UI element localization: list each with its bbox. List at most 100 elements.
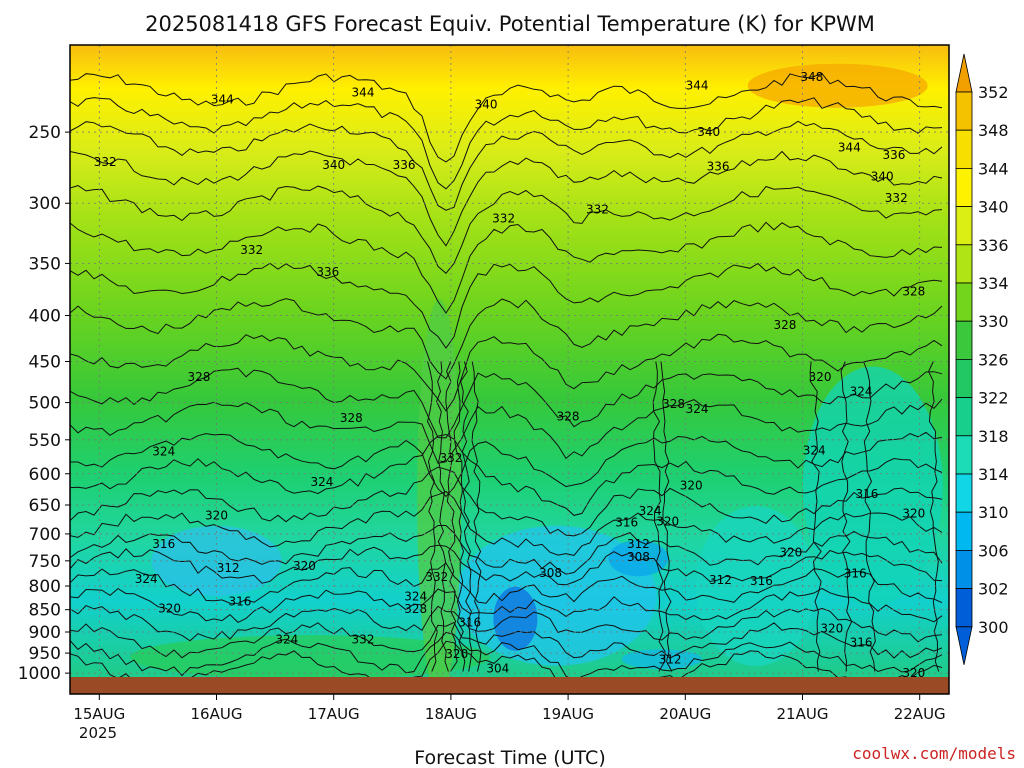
y-tick-label: 450 bbox=[29, 352, 61, 372]
contour-label: 316 bbox=[615, 516, 638, 530]
x-tick-label: 21AUG bbox=[777, 705, 829, 723]
colorbar-label: 314 bbox=[978, 465, 1009, 484]
contour-label: 316 bbox=[844, 567, 867, 581]
x-axis: 15AUG 16AUG 17AUG 18AUG 19AUG 20AUG 21AUG 22AUG bbox=[73, 694, 946, 723]
contour-label: 324 bbox=[803, 443, 826, 457]
y-tick-label: 650 bbox=[29, 496, 61, 516]
x-axis-year: 2025 bbox=[79, 724, 117, 742]
contour-label: 332 bbox=[492, 212, 515, 226]
colorbar-swatch bbox=[955, 91, 973, 131]
contour-line bbox=[863, 361, 876, 672]
contour-label: 340 bbox=[322, 158, 345, 172]
contour-label: 320 bbox=[779, 545, 802, 559]
contour-line bbox=[70, 490, 943, 556]
contour-label: 332 bbox=[885, 191, 908, 205]
contour-line bbox=[70, 431, 943, 498]
contour-label: 340 bbox=[871, 169, 894, 183]
contour-label: 320 bbox=[820, 622, 843, 636]
contour-label: 316 bbox=[228, 594, 251, 608]
contour-lines bbox=[70, 73, 943, 677]
x-tick-label: 20AUG bbox=[659, 705, 711, 723]
field-region bbox=[151, 525, 282, 596]
contour-line bbox=[70, 298, 943, 380]
contour-label: 316 bbox=[750, 574, 773, 588]
field-region bbox=[747, 63, 928, 108]
contour-line bbox=[70, 73, 943, 163]
field-region bbox=[621, 649, 702, 670]
colorbar-swatch bbox=[955, 167, 973, 207]
contour-line bbox=[70, 562, 943, 604]
plot-field bbox=[70, 45, 949, 677]
x-tick-label: 15AUG bbox=[73, 705, 125, 723]
contour-line bbox=[70, 433, 943, 516]
contour-label: 316 bbox=[152, 537, 175, 551]
contour-line bbox=[70, 120, 943, 211]
contour-label: 316 bbox=[458, 615, 481, 629]
contour-line bbox=[70, 587, 943, 624]
contour-label: 328 bbox=[773, 318, 796, 332]
colorbar-label: 340 bbox=[978, 198, 1009, 217]
contour-label: 332 bbox=[439, 451, 462, 465]
contour-label: 312 bbox=[709, 573, 732, 587]
colorbar-label: 348 bbox=[978, 121, 1009, 140]
contour-label: 328 bbox=[340, 411, 363, 425]
contour-label: 336 bbox=[393, 158, 416, 172]
colorbar-label: 334 bbox=[978, 274, 1009, 293]
y-tick-label: 400 bbox=[29, 307, 61, 327]
colorbar-label: 326 bbox=[978, 350, 1009, 369]
plot-frame bbox=[69, 44, 950, 695]
contour-label: 340 bbox=[475, 98, 498, 112]
x-tick-label: 22AUG bbox=[894, 705, 946, 723]
colorbar-swatch bbox=[955, 320, 973, 360]
contour-label: 324 bbox=[135, 572, 158, 586]
colorbar-bottom-arrow bbox=[955, 626, 973, 665]
ground-strip bbox=[70, 677, 949, 694]
field-shading bbox=[130, 63, 943, 677]
colorbar-label: 306 bbox=[978, 541, 1009, 560]
contour-label: 332 bbox=[352, 633, 375, 647]
contour-line bbox=[436, 361, 449, 672]
chart-title: 2025081418 GFS Forecast Equiv. Potential… bbox=[145, 12, 875, 36]
contour-label: 324 bbox=[275, 633, 298, 647]
contour-label: 320 bbox=[445, 647, 468, 661]
contour-line bbox=[471, 361, 482, 672]
y-tick-label: 300 bbox=[29, 194, 61, 214]
colorbar-swatch bbox=[955, 206, 973, 246]
colorbar-top-arrow bbox=[955, 53, 973, 93]
contour-line bbox=[70, 605, 943, 643]
field-region bbox=[493, 586, 538, 651]
contour-label: 328 bbox=[187, 370, 210, 384]
colorbar-label: 322 bbox=[978, 389, 1009, 408]
contour-label: 312 bbox=[627, 537, 650, 551]
contour-line bbox=[70, 621, 943, 659]
contour-line bbox=[460, 361, 473, 672]
contour-label: 336 bbox=[882, 148, 905, 162]
contour-label: 324 bbox=[152, 445, 175, 459]
contour-line bbox=[445, 361, 458, 672]
x-axis-title: Forecast Time (UTC) bbox=[414, 747, 605, 768]
x-tick-label: 19AUG bbox=[542, 705, 594, 723]
colorbar-label: 302 bbox=[978, 580, 1009, 599]
contour-label: 344 bbox=[686, 79, 709, 93]
contour-labels: 344 344 340 344 348 340 336 344 336 340 332 332 340 3… bbox=[94, 70, 926, 680]
contour-line bbox=[70, 525, 943, 575]
contour-label: 328 bbox=[902, 284, 925, 298]
contour-label: 328 bbox=[662, 397, 685, 411]
contour-line bbox=[426, 361, 438, 672]
contour-label: 320 bbox=[809, 370, 832, 384]
colorbar-swatch bbox=[955, 244, 973, 284]
contour-label: 344 bbox=[211, 93, 234, 107]
y-tick-label: 850 bbox=[29, 601, 61, 621]
contour-line bbox=[453, 361, 466, 672]
colorbar-label: 318 bbox=[978, 427, 1009, 446]
contour-label: 316 bbox=[850, 636, 873, 650]
contour-label: 320 bbox=[902, 666, 925, 680]
colorbar-label: 344 bbox=[978, 159, 1009, 178]
contour-label: 312 bbox=[659, 653, 682, 667]
contour-label: 348 bbox=[800, 70, 823, 84]
colorbar-swatch bbox=[955, 588, 973, 628]
y-tick-label: 250 bbox=[29, 123, 61, 143]
contour-line bbox=[928, 361, 940, 672]
x-tick-label: 18AUG bbox=[425, 705, 477, 723]
